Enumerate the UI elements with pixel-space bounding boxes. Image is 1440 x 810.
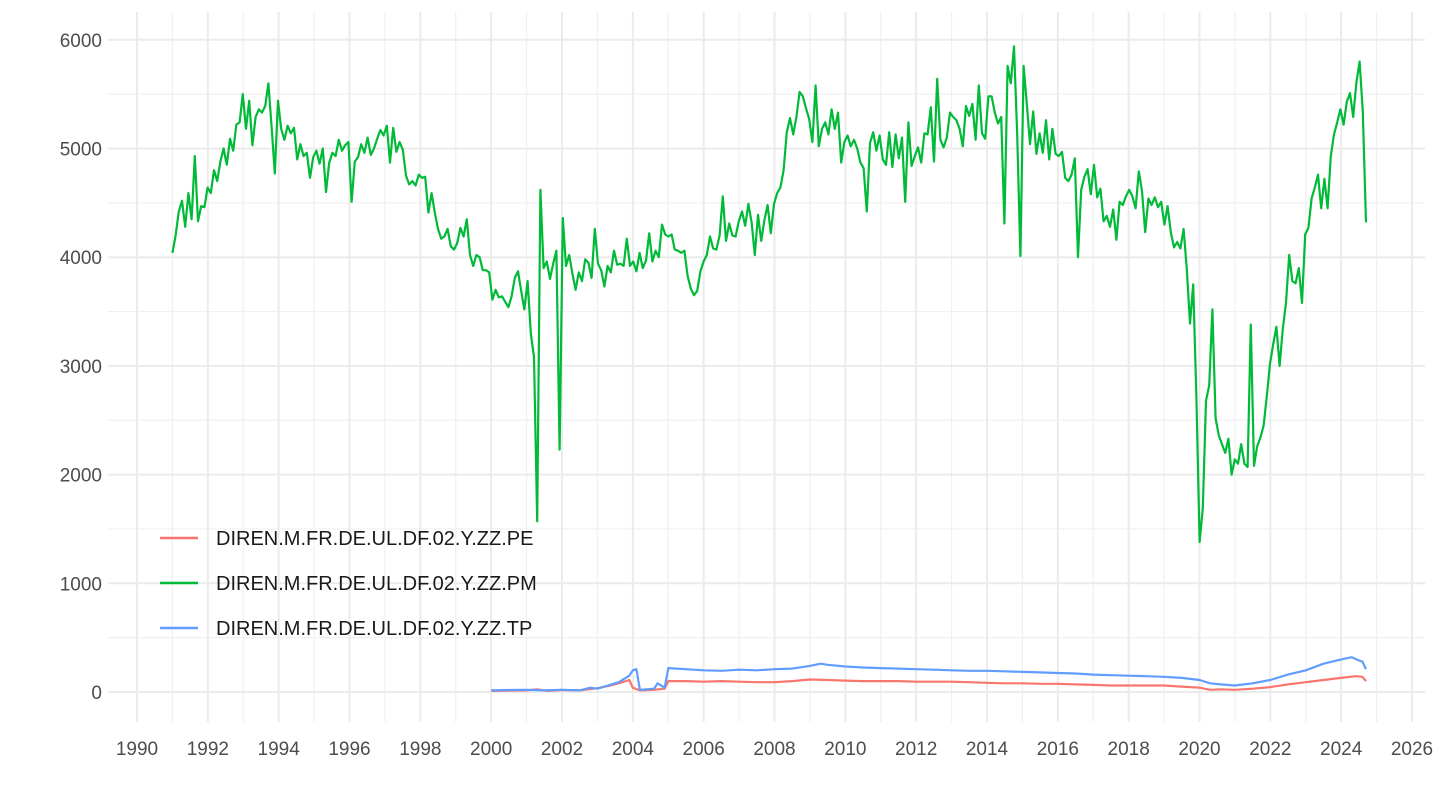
x-tick-label: 2000 <box>470 739 512 760</box>
x-tick-label: 2008 <box>753 739 795 760</box>
x-tick-label: 2022 <box>1249 739 1291 760</box>
x-tick-label: 1994 <box>258 739 301 760</box>
x-tick-label: 1996 <box>328 739 370 760</box>
y-tick-label: 5000 <box>60 140 102 161</box>
major-gridlines <box>108 12 1425 722</box>
x-tick-label: 2024 <box>1320 739 1363 760</box>
x-tick-label: 2014 <box>966 739 1009 760</box>
x-axis-tick-labels: 1990 1992 1994 1996 1998 2000 2002 2004 2006 2008… <box>116 739 1433 760</box>
x-tick-label: 2006 <box>683 739 725 760</box>
y-tick-label: 1000 <box>60 574 102 595</box>
legend-label-pe: DIREN.M.FR.DE.UL.DF.02.Y.ZZ.PE <box>216 528 533 550</box>
x-tick-label: 2020 <box>1178 739 1220 760</box>
series-lines <box>171 45 1368 692</box>
legend: DIREN.M.FR.DE.UL.DF.02.Y.ZZ.PE DIREN.M.FR… <box>160 528 537 640</box>
legend-label-pm: DIREN.M.FR.DE.UL.DF.02.Y.ZZ.PM <box>216 573 537 595</box>
series-line-pe <box>491 675 1367 692</box>
y-axis-tick-labels: 0 1000 2000 3000 4000 5000 6000 <box>60 31 102 704</box>
minor-gridlines <box>108 12 1425 722</box>
y-tick-label: 0 <box>91 683 102 704</box>
x-tick-label: 2026 <box>1391 739 1433 760</box>
x-tick-label: 2012 <box>895 739 937 760</box>
y-tick-label: 4000 <box>60 248 102 269</box>
series-line-tp <box>491 656 1367 692</box>
y-tick-label: 2000 <box>60 466 102 487</box>
x-tick-label: 2018 <box>1108 739 1150 760</box>
x-tick-label: 1990 <box>116 739 158 760</box>
x-tick-label: 1992 <box>187 739 229 760</box>
x-tick-label: 1998 <box>399 739 441 760</box>
y-tick-label: 3000 <box>60 357 102 378</box>
series-line-pm <box>171 45 1368 544</box>
x-tick-label: 2004 <box>612 739 655 760</box>
x-tick-label: 2002 <box>541 739 583 760</box>
x-tick-label: 2010 <box>824 739 866 760</box>
legend-label-tp: DIREN.M.FR.DE.UL.DF.02.Y.ZZ.TP <box>216 618 532 640</box>
y-tick-label: 6000 <box>60 31 102 52</box>
x-tick-label: 2016 <box>1037 739 1079 760</box>
